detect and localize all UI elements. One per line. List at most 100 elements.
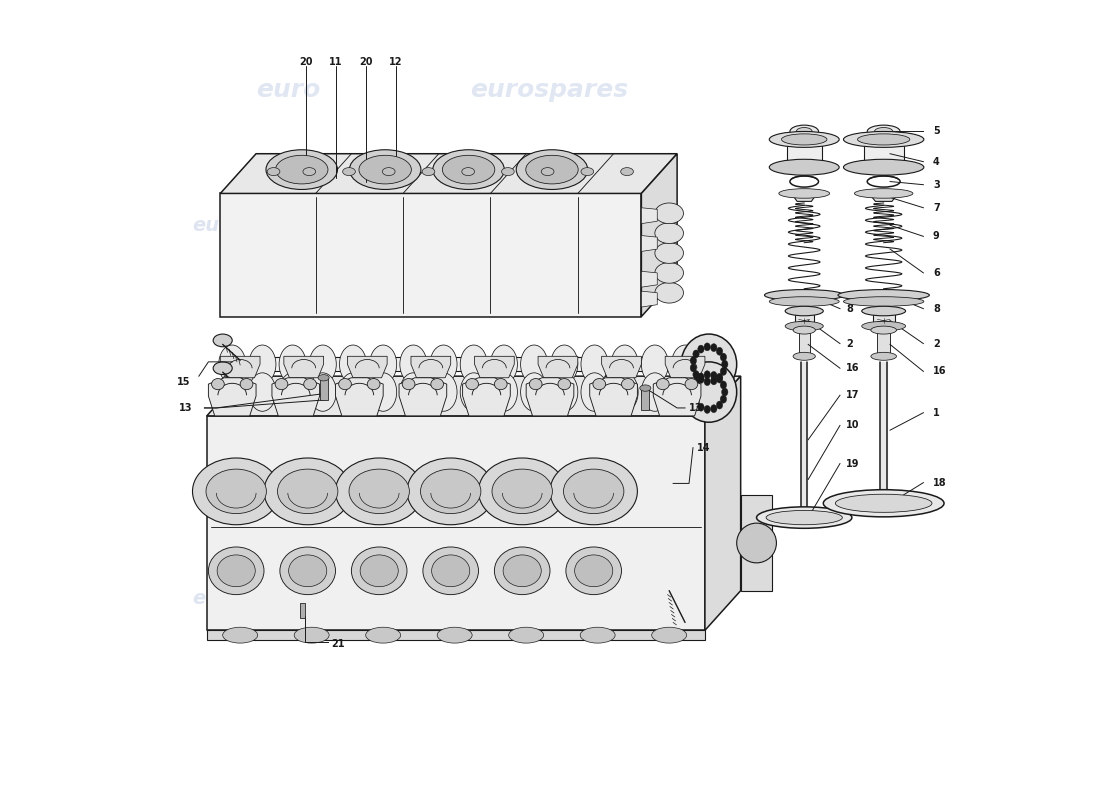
Ellipse shape xyxy=(365,627,400,643)
Ellipse shape xyxy=(867,125,900,138)
Ellipse shape xyxy=(823,490,944,517)
Ellipse shape xyxy=(370,345,397,383)
Ellipse shape xyxy=(654,203,683,224)
Polygon shape xyxy=(411,356,451,378)
Ellipse shape xyxy=(722,388,728,396)
Ellipse shape xyxy=(690,364,696,372)
Text: euro: euro xyxy=(256,78,320,102)
Ellipse shape xyxy=(844,131,924,147)
Text: 10: 10 xyxy=(846,421,860,430)
Ellipse shape xyxy=(621,378,635,390)
Ellipse shape xyxy=(793,326,815,334)
Ellipse shape xyxy=(462,168,474,175)
Ellipse shape xyxy=(855,189,913,198)
Ellipse shape xyxy=(764,290,844,301)
Ellipse shape xyxy=(240,378,253,390)
Polygon shape xyxy=(879,497,888,499)
Ellipse shape xyxy=(460,345,487,383)
Ellipse shape xyxy=(654,223,683,243)
Ellipse shape xyxy=(508,627,543,643)
Ellipse shape xyxy=(779,189,829,198)
Ellipse shape xyxy=(874,127,893,135)
Ellipse shape xyxy=(277,469,338,514)
Ellipse shape xyxy=(685,378,697,390)
Ellipse shape xyxy=(720,381,727,389)
Text: 13: 13 xyxy=(179,403,192,413)
Ellipse shape xyxy=(279,373,306,411)
Text: eurospares: eurospares xyxy=(494,589,618,608)
Ellipse shape xyxy=(704,406,711,414)
Ellipse shape xyxy=(520,345,548,383)
Ellipse shape xyxy=(620,168,634,175)
Polygon shape xyxy=(284,356,323,378)
Polygon shape xyxy=(799,330,810,356)
Text: 14: 14 xyxy=(697,442,711,453)
Polygon shape xyxy=(320,378,328,400)
Ellipse shape xyxy=(264,458,351,525)
Polygon shape xyxy=(878,330,890,356)
Polygon shape xyxy=(861,295,906,302)
Ellipse shape xyxy=(844,159,924,175)
Ellipse shape xyxy=(400,345,427,383)
Ellipse shape xyxy=(249,373,276,411)
Ellipse shape xyxy=(442,155,495,184)
Ellipse shape xyxy=(343,168,355,175)
Ellipse shape xyxy=(217,555,255,586)
Polygon shape xyxy=(208,378,256,416)
Ellipse shape xyxy=(785,306,823,316)
Ellipse shape xyxy=(711,377,717,385)
Ellipse shape xyxy=(339,378,351,390)
Polygon shape xyxy=(641,388,649,410)
Text: 7: 7 xyxy=(933,202,939,213)
Ellipse shape xyxy=(704,370,711,378)
Text: eurospares: eurospares xyxy=(535,562,692,586)
Ellipse shape xyxy=(213,362,232,374)
Ellipse shape xyxy=(690,385,696,392)
Ellipse shape xyxy=(722,360,728,368)
Ellipse shape xyxy=(769,297,839,306)
Ellipse shape xyxy=(558,378,571,390)
Ellipse shape xyxy=(581,373,608,411)
Ellipse shape xyxy=(769,131,839,147)
Ellipse shape xyxy=(367,378,380,390)
Ellipse shape xyxy=(858,134,910,145)
Ellipse shape xyxy=(757,507,851,528)
Ellipse shape xyxy=(275,155,328,184)
Ellipse shape xyxy=(294,627,329,643)
Text: 5: 5 xyxy=(933,126,939,137)
Ellipse shape xyxy=(563,469,624,514)
Ellipse shape xyxy=(716,374,723,382)
Ellipse shape xyxy=(340,373,366,411)
Ellipse shape xyxy=(288,555,327,586)
Ellipse shape xyxy=(861,322,905,331)
Text: 6: 6 xyxy=(933,268,939,278)
Text: 2: 2 xyxy=(933,338,939,349)
Text: eurospares: eurospares xyxy=(256,562,415,586)
Ellipse shape xyxy=(651,627,686,643)
Ellipse shape xyxy=(654,262,683,283)
Ellipse shape xyxy=(693,378,700,386)
Ellipse shape xyxy=(581,168,594,175)
Ellipse shape xyxy=(541,168,554,175)
Ellipse shape xyxy=(460,373,487,411)
Ellipse shape xyxy=(861,306,905,316)
Text: 8: 8 xyxy=(846,304,854,314)
Ellipse shape xyxy=(516,150,587,190)
Polygon shape xyxy=(220,194,641,317)
Polygon shape xyxy=(474,356,515,378)
Polygon shape xyxy=(641,271,658,287)
Ellipse shape xyxy=(671,373,698,411)
Polygon shape xyxy=(786,139,822,167)
Ellipse shape xyxy=(211,378,224,390)
Ellipse shape xyxy=(502,168,515,175)
Polygon shape xyxy=(220,356,260,378)
Polygon shape xyxy=(784,295,824,302)
Text: 18: 18 xyxy=(933,478,946,488)
Ellipse shape xyxy=(422,168,435,175)
Ellipse shape xyxy=(249,345,276,383)
Text: eurospares: eurospares xyxy=(494,216,618,234)
Text: 19: 19 xyxy=(846,458,860,469)
Ellipse shape xyxy=(526,155,579,184)
Ellipse shape xyxy=(206,469,266,514)
Polygon shape xyxy=(641,154,678,317)
